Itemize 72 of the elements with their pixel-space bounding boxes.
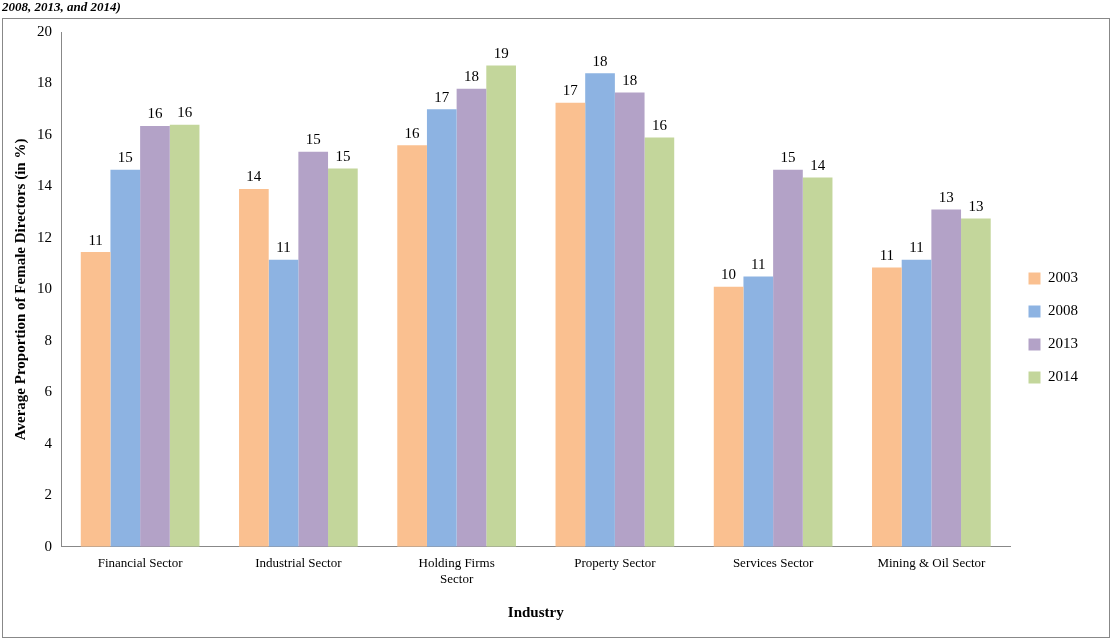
data-label: 11 [879, 246, 895, 263]
bar [140, 125, 170, 547]
y-axis-title: Average Proportion of Female Directors (in %) [11, 138, 29, 441]
data-label: 16 [147, 105, 163, 122]
bar [802, 177, 833, 547]
data-label: 18 [592, 52, 608, 69]
bar [931, 209, 962, 547]
data-label: 11 [751, 255, 766, 272]
bar [585, 73, 615, 547]
data-label: 15 [305, 131, 321, 148]
data-label: 16 [651, 116, 668, 133]
data-label: 15 [117, 149, 133, 166]
bar [713, 286, 744, 547]
y-tick-label: 6 [44, 383, 53, 400]
bar [80, 252, 111, 547]
bar [872, 267, 902, 547]
y-tick-label: 18 [37, 74, 52, 91]
data-label: 16 [177, 104, 193, 121]
data-label: 18 [463, 68, 479, 85]
bar [614, 92, 645, 547]
legend-label: 2014 [1048, 368, 1079, 385]
data-label: 17 [434, 88, 450, 105]
data-label: 15 [780, 149, 796, 166]
y-tick-label: 2 [44, 486, 52, 503]
legend-label: 2003 [1048, 269, 1078, 286]
y-tick-label: 10 [37, 280, 52, 297]
x-tick-label: Services Sector [732, 555, 815, 571]
bar [298, 151, 329, 547]
data-label: 10 [721, 266, 737, 283]
bar [397, 145, 427, 547]
bar [743, 276, 774, 547]
data-label: 16 [404, 124, 421, 141]
bar [901, 259, 932, 547]
data-label: 15 [335, 147, 351, 164]
bar [426, 109, 457, 547]
x-tick-label: Mining & Oil Sector [877, 555, 987, 571]
bar [555, 102, 586, 547]
x-tick-label: Property Sector [574, 555, 657, 571]
data-label: 17 [562, 82, 579, 99]
y-tick-label: 12 [37, 228, 52, 245]
y-tick-label: 14 [37, 177, 53, 194]
data-label: 11 [88, 231, 103, 248]
data-label: 18 [622, 71, 638, 88]
bar [773, 169, 803, 547]
x-tick-label: Financial Sector [97, 555, 184, 571]
data-label: 13 [968, 198, 984, 215]
bar [110, 169, 141, 547]
bar [486, 65, 516, 547]
chart-title: 2008, 2013, and 2014) [2, 0, 121, 14]
bar [268, 259, 299, 547]
legend-label: 2008 [1048, 302, 1078, 319]
data-label: 11 [276, 239, 291, 256]
bar [644, 137, 675, 547]
x-axis-title: Industry [507, 603, 565, 620]
y-tick-label: 0 [44, 537, 52, 554]
y-tick-label: 20 [37, 22, 52, 39]
y-tick-label: 16 [37, 125, 53, 142]
bar [456, 88, 487, 547]
legend-label: 2013 [1048, 335, 1078, 352]
y-tick-label: 4 [44, 434, 53, 451]
x-tick-label: Holding Firms Sector [418, 555, 495, 586]
bar [239, 189, 269, 547]
bar [328, 168, 358, 547]
bar [961, 218, 991, 547]
data-label: 19 [493, 44, 509, 61]
x-tick-label: Industrial Sector [255, 555, 343, 571]
data-label: 13 [938, 189, 954, 206]
data-label: 11 [909, 239, 924, 256]
data-label: 14 [810, 156, 826, 173]
bar [169, 124, 200, 547]
y-tick-label: 8 [44, 331, 52, 348]
data-label: 14 [246, 168, 262, 185]
